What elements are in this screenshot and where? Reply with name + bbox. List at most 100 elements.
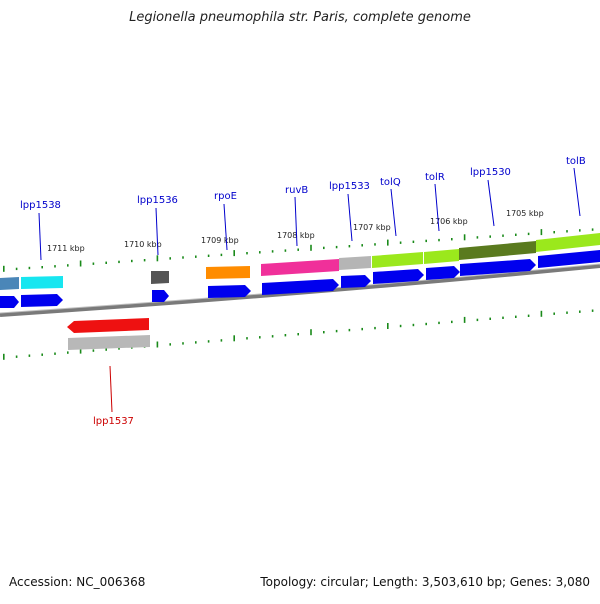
gene-label-lpp1533[interactable]: lpp1533 — [329, 181, 370, 192]
upper-tick-row — [3, 228, 594, 272]
label-leaders — [38, 167, 581, 261]
scale-tick — [335, 329, 338, 333]
scale-tick — [335, 245, 338, 249]
scale-tick — [79, 260, 82, 267]
gene-label-rpoE[interactable]: rpoE — [214, 191, 237, 202]
scale-tick — [54, 265, 56, 268]
lower-tick-row — [3, 309, 594, 360]
scale-tick — [412, 323, 415, 327]
scale-tick — [387, 239, 389, 246]
scale-tick — [540, 310, 543, 317]
scale-label-1707: 1707 kbp — [353, 223, 391, 232]
scale-tick — [131, 259, 133, 263]
scale-tick — [41, 353, 43, 356]
feature-darkgray[interactable] — [151, 271, 169, 284]
map-title: Legionella pneumophila str. Paris, compl… — [129, 10, 471, 25]
scale-tick — [438, 238, 440, 242]
scale-tick — [566, 311, 568, 314]
cds-arrow[interactable] — [0, 296, 19, 308]
scale-tick — [28, 354, 31, 357]
scale-tick — [220, 253, 223, 257]
feature-magenta[interactable] — [261, 259, 339, 276]
scale-tick — [15, 355, 18, 358]
scale-tick — [169, 257, 171, 260]
feature-orange[interactable] — [206, 266, 250, 279]
scale-tick — [361, 244, 363, 247]
scale-tick — [476, 236, 479, 239]
cds-arrow[interactable] — [538, 250, 600, 268]
scale-tick — [374, 243, 376, 246]
scale-tick — [3, 353, 5, 360]
scale-tick — [92, 262, 95, 265]
gene-label-lpp1538[interactable]: lpp1538 — [20, 200, 61, 211]
scale-tick — [105, 348, 107, 351]
gene-label-tolQ[interactable]: tolQ — [380, 177, 401, 188]
scale-tick — [233, 250, 235, 257]
scale-tick — [92, 349, 95, 352]
scale-tick — [143, 259, 146, 262]
scale-tick — [28, 266, 31, 270]
cds-arrow[interactable] — [208, 285, 251, 298]
feature-steelblue[interactable] — [0, 277, 19, 290]
gene-label-tolR[interactable]: tolR — [425, 172, 445, 183]
scale-tick — [156, 255, 159, 262]
scale-tick — [246, 252, 248, 255]
scale-tick — [297, 248, 299, 251]
scale-tick — [579, 310, 581, 313]
scale-tick — [195, 255, 197, 258]
scale-tick — [79, 347, 82, 354]
feature-lime-1[interactable] — [372, 252, 423, 268]
cds-arrow-reverse[interactable] — [67, 318, 149, 333]
scale-tick — [169, 343, 171, 346]
cds-arrow[interactable] — [341, 275, 371, 288]
scale-tick — [297, 333, 299, 336]
cds-arrow[interactable] — [152, 290, 169, 302]
scale-tick — [463, 316, 466, 323]
scale-tick — [310, 244, 312, 251]
scale-tick — [284, 334, 287, 337]
feature-lightgray[interactable] — [68, 335, 150, 350]
scale-tick — [527, 232, 530, 236]
scale-tick — [515, 233, 517, 236]
scale-tick — [476, 318, 479, 322]
feature-lime-3[interactable] — [536, 233, 600, 252]
scale-tick — [451, 320, 453, 324]
feature-lime-2[interactable] — [424, 249, 459, 264]
gene-label-ruvB[interactable]: ruvB — [285, 185, 308, 196]
gene-label-lpp1536[interactable]: lpp1536 — [137, 195, 178, 206]
scale-tick — [259, 251, 261, 254]
scale-tick — [412, 240, 415, 243]
scale-tick — [54, 352, 56, 355]
scale-tick — [323, 246, 325, 250]
accession-text: Accession: NC_006368 — [9, 575, 146, 589]
scale-label-1708: 1708 kbp — [277, 231, 315, 240]
cds-arrow[interactable] — [460, 259, 536, 276]
gene-features-reverse — [67, 318, 150, 350]
gene-label-lpp1530[interactable]: lpp1530 — [470, 167, 511, 178]
scale-tick — [67, 264, 69, 267]
scale-tick — [425, 322, 427, 326]
cds-arrow[interactable] — [21, 294, 63, 307]
gene-label-lpp1537[interactable]: lpp1537 — [93, 416, 134, 427]
scale-tick — [195, 341, 197, 344]
scale-tick — [182, 342, 184, 345]
scale-tick — [540, 229, 543, 236]
scale-tick — [579, 229, 581, 232]
scale-tick — [233, 335, 235, 342]
scale-tick — [323, 331, 325, 334]
scale-tick — [553, 231, 555, 234]
scale-tick — [348, 245, 351, 248]
feature-cyan[interactable] — [21, 276, 63, 289]
gene-label-tolB[interactable]: tolB — [566, 156, 586, 167]
label-leader-reverse — [109, 365, 113, 413]
scale-label-1710: 1710 kbp — [124, 240, 162, 249]
cds-arrow[interactable] — [426, 266, 460, 280]
cds-arrow[interactable] — [262, 279, 339, 295]
scale-tick — [105, 261, 107, 264]
cds-arrow[interactable] — [373, 269, 424, 284]
feature-silver[interactable] — [339, 256, 371, 270]
scale-tick — [438, 321, 440, 325]
feature-olive[interactable] — [459, 241, 536, 260]
topology-summary: Topology: circular; Length: 3,503,610 bp… — [260, 575, 590, 589]
scale-tick — [284, 249, 287, 252]
